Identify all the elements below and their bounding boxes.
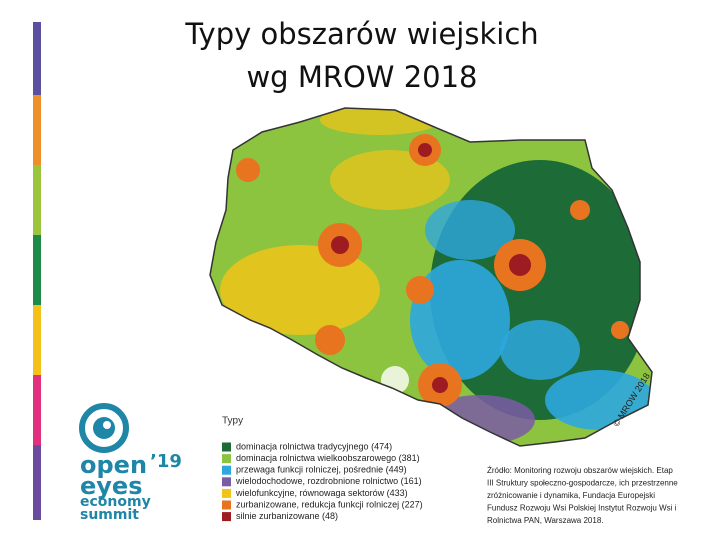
legend-swatch [222,442,231,452]
logo-text: economy [80,494,151,510]
legend-label: silnie zurbanizowane (48) [236,511,338,521]
logo-text: summit [80,507,139,523]
legend-label: dominacja rolnictwa wielkoobszarowego (3… [236,453,420,463]
legend-swatch [222,512,231,522]
source-line: Źródło: Monitoring rozwoju obszarów wiej… [487,466,673,475]
title-line: Typy obszarów wiejskich [184,17,538,51]
legend-label: zurbanizowane, redukcja funkcji rolnicze… [236,499,423,509]
legend-title: Typy [222,416,243,427]
map [210,108,652,446]
source-line: III Struktury społeczno-gospodarcze, ich… [487,479,678,488]
legend-label: przewaga funkcji rolniczej, pośrednie (4… [236,465,407,475]
source-line: Rolnictwa PAN, Warszawa 2018. [487,516,604,525]
legend-label: wielofunkcyjne, równowaga sektorów (433) [235,488,408,498]
source-line: Fundusz Rozwoju Wsi Polskiej Instytut Ro… [487,504,677,513]
legend-swatch [222,500,231,510]
legend-label: wielodochodowe, rozdrobnione rolnictwo (… [235,476,422,486]
logo-year: ’19 [150,451,182,472]
side-bar [33,22,41,520]
legend-swatch [222,477,231,487]
legend-swatch [222,465,231,475]
source-line: zróżnicowanie i dynamika, Fundacja Europ… [487,491,655,500]
logo: open ’19 eyes economy summit [79,403,182,523]
legend: dominacja rolnictwa tradycyjnego (474) do… [222,441,423,522]
logo-text: eyes [80,472,142,500]
source: Źródło: Monitoring rozwoju obszarów wiej… [487,466,678,525]
legend-swatch [222,488,231,498]
title-line: wg MROW 2018 [246,60,477,94]
logo-text: open [80,451,147,479]
legend-label: dominacja rolnictwa tradycyjnego (474) [236,441,392,451]
border [209,107,653,447]
legend-swatch [222,454,231,464]
